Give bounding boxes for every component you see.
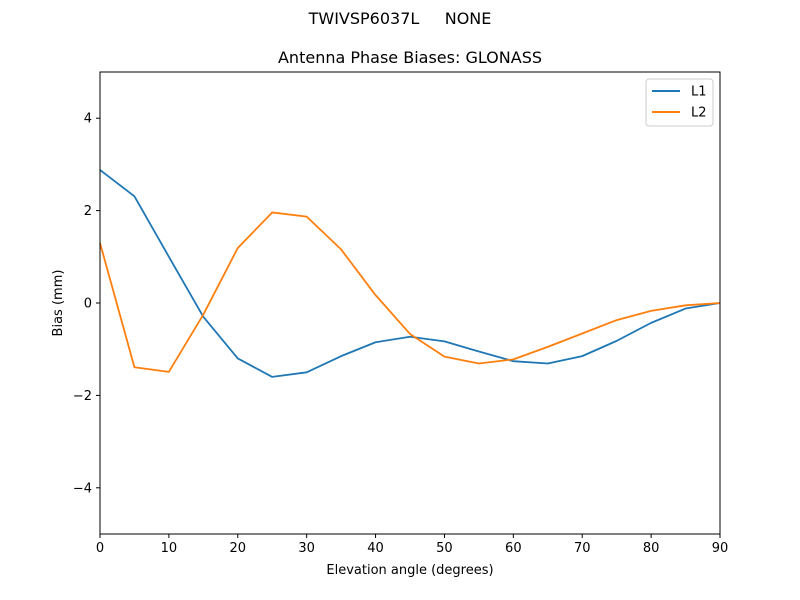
y-axis: −4 −2 0 2 4 bbox=[73, 112, 100, 496]
x-tick-label: 0 bbox=[96, 541, 104, 556]
x-tick-label: 90 bbox=[712, 541, 729, 556]
x-tick-label: 20 bbox=[230, 541, 247, 556]
x-tick-label: 80 bbox=[643, 541, 660, 556]
x-tick-label: 40 bbox=[367, 541, 384, 556]
series-line-l1 bbox=[99, 169, 721, 378]
chart-title: Antenna Phase Biases: GLONASS bbox=[278, 48, 542, 67]
y-tick-label: 4 bbox=[84, 112, 92, 127]
plot-area-frame bbox=[99, 71, 721, 535]
series-line-l2 bbox=[99, 211, 721, 373]
x-tick-label: 50 bbox=[436, 541, 453, 556]
x-axis-label: Elevation angle (degrees) bbox=[326, 563, 493, 578]
x-tick-label: 70 bbox=[574, 541, 591, 556]
x-tick-label: 60 bbox=[505, 541, 522, 556]
legend-label-l1: L1 bbox=[691, 85, 707, 100]
legend-label-l2: L2 bbox=[691, 106, 707, 121]
x-tick-label: 30 bbox=[298, 541, 315, 556]
figure-suptitle: TWIVSP6037L NONE bbox=[308, 9, 492, 28]
x-axis: 0 10 20 30 40 50 60 70 80 90 bbox=[96, 534, 728, 556]
y-tick-label: 0 bbox=[84, 297, 92, 312]
y-tick-label: −2 bbox=[73, 389, 92, 404]
y-tick-label: −4 bbox=[73, 481, 92, 496]
y-axis-label: Bias (mm) bbox=[51, 270, 66, 337]
x-tick-label: 10 bbox=[161, 541, 178, 556]
plot-lines bbox=[99, 169, 721, 378]
y-tick-label: 2 bbox=[84, 204, 92, 219]
